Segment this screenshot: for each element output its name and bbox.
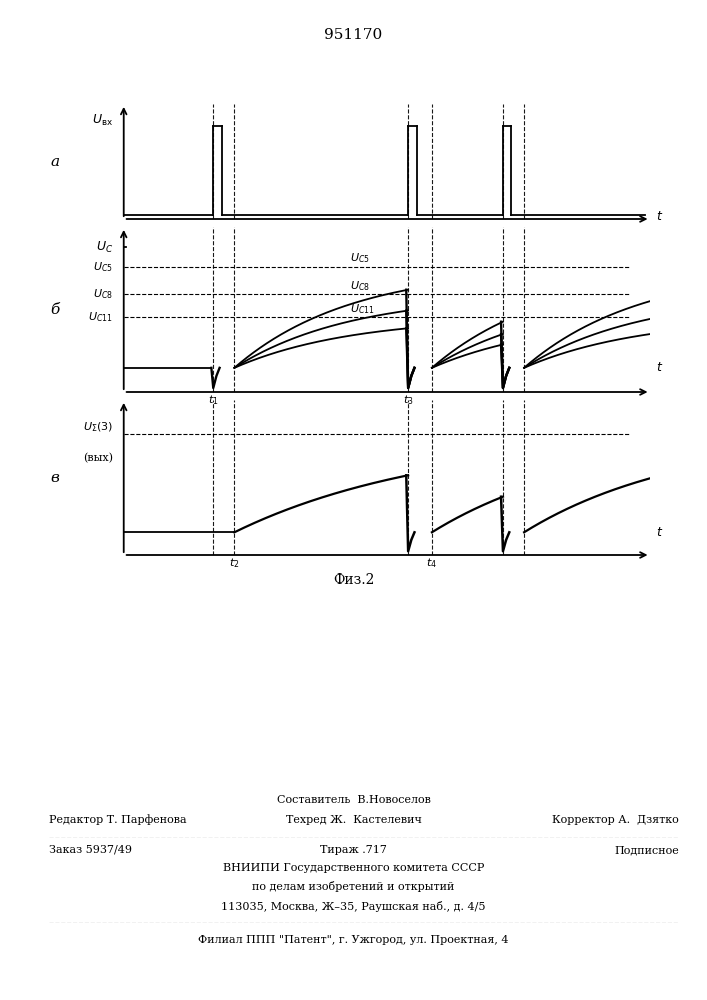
Text: Составитель  В.Новоселов: Составитель В.Новоселов: [276, 795, 431, 805]
Text: $t_3$: $t_3$: [403, 393, 414, 407]
Text: Физ.2: Физ.2: [333, 573, 374, 587]
Text: в: в: [51, 471, 59, 485]
Text: Заказ 5937/49: Заказ 5937/49: [49, 845, 132, 855]
Text: $U_{\rm вх}$: $U_{\rm вх}$: [92, 113, 113, 128]
Text: $U_{C8}$: $U_{C8}$: [93, 287, 113, 301]
Text: $U_C$: $U_C$: [96, 240, 113, 255]
Text: а: а: [51, 154, 60, 168]
Text: $t_2$: $t_2$: [229, 556, 240, 570]
Text: $t_1$: $t_1$: [208, 393, 218, 407]
Text: $U_{\Sigma}(3)$: $U_{\Sigma}(3)$: [83, 420, 113, 434]
Text: Филиал ППП "Патент", г. Ужгород, ул. Проектная, 4: Филиал ППП "Патент", г. Ужгород, ул. Про…: [198, 935, 509, 945]
Text: Техред Ж.  Кастелевич: Техред Ж. Кастелевич: [286, 815, 421, 825]
Text: $t_4$: $t_4$: [426, 556, 438, 570]
Text: Тираж .717: Тираж .717: [320, 845, 387, 855]
Text: $t$: $t$: [655, 210, 663, 223]
Text: ВНИИПИ Государственного комитета СССР: ВНИИПИ Государственного комитета СССР: [223, 863, 484, 873]
Text: $U_{C5}$: $U_{C5}$: [350, 251, 370, 265]
Text: б: б: [51, 302, 60, 316]
Text: $t$: $t$: [655, 361, 663, 374]
Text: (вых): (вых): [83, 453, 113, 463]
Text: $U_{C5}$: $U_{C5}$: [93, 260, 113, 274]
Text: $U_{C11}$: $U_{C11}$: [350, 302, 375, 316]
Text: Корректор А.  Дзятко: Корректор А. Дзятко: [552, 815, 679, 825]
Text: 113035, Москва, Ж–35, Раушская наб., д. 4/5: 113035, Москва, Ж–35, Раушская наб., д. …: [221, 900, 486, 912]
Text: по делам изобретений и открытий: по делам изобретений и открытий: [252, 882, 455, 892]
Text: $t$: $t$: [655, 526, 663, 539]
Text: Подписное: Подписное: [614, 845, 679, 855]
Text: Редактор Т. Парфенова: Редактор Т. Парфенова: [49, 815, 187, 825]
Text: $U_{C8}$: $U_{C8}$: [350, 279, 370, 293]
Text: $U_{C11}$: $U_{C11}$: [88, 310, 113, 324]
Text: 951170: 951170: [325, 28, 382, 42]
